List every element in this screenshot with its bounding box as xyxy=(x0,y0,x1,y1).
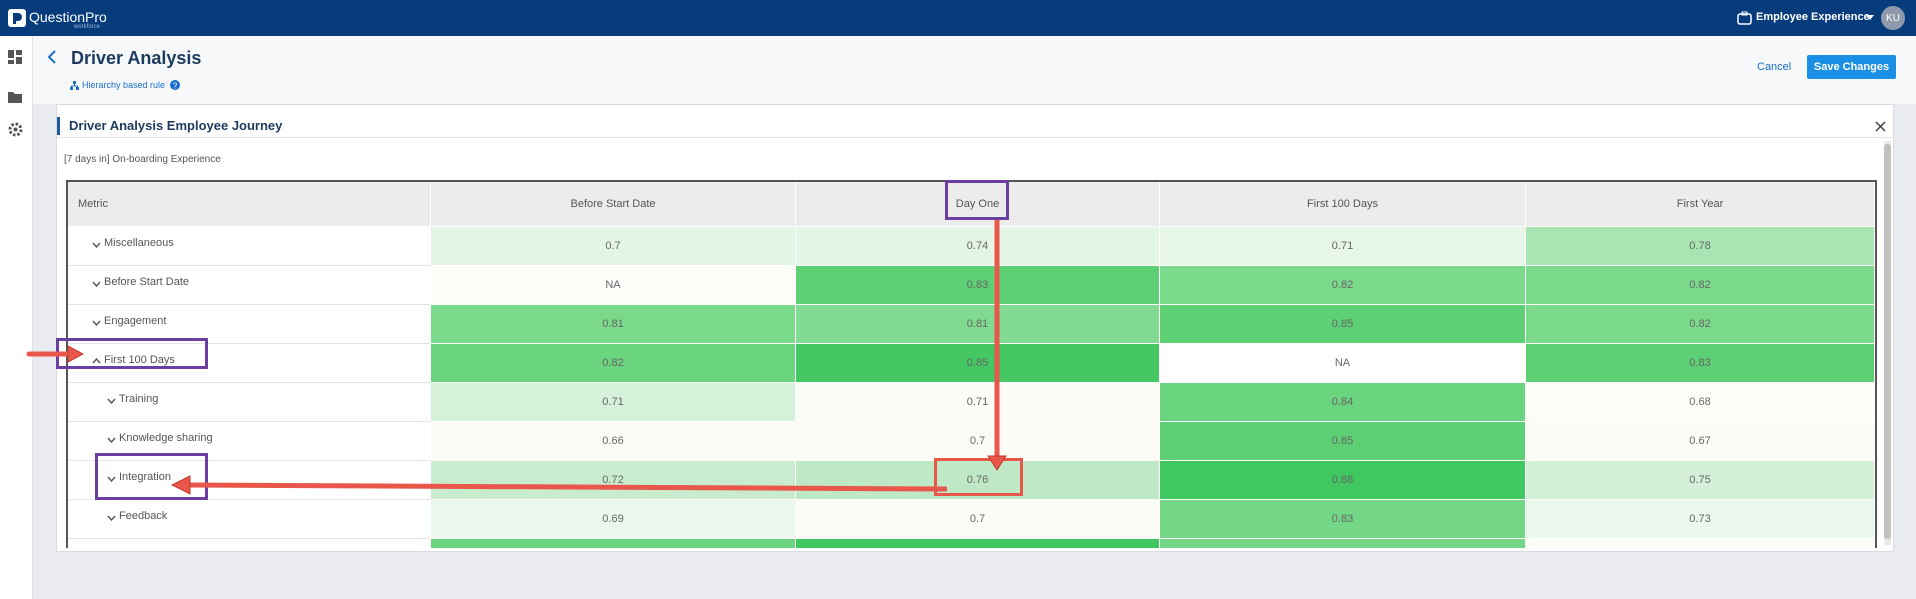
value-cell xyxy=(431,539,796,548)
metric-cell: First 100 Days xyxy=(68,344,431,383)
settings-icon[interactable] xyxy=(8,122,23,137)
value-cell: 0.7 xyxy=(796,500,1160,539)
metric-cell: Training xyxy=(68,383,431,422)
value-cell: 0.84 xyxy=(1160,383,1526,422)
metric-label: Engagement xyxy=(104,315,167,327)
title-accent xyxy=(57,117,60,135)
value-cell: 0.68 xyxy=(1526,383,1875,422)
value-cell: 0.71 xyxy=(431,383,796,422)
metric-cell xyxy=(68,539,431,548)
page-title: Driver Analysis xyxy=(71,48,202,68)
value-cell: 0.83 xyxy=(796,266,1160,305)
value-cell: 0.67 xyxy=(1526,422,1875,461)
column-header: First 100 Days xyxy=(1160,182,1526,226)
annotation-box xyxy=(95,453,208,500)
help-icon[interactable]: ? xyxy=(170,80,180,90)
metric-cell: Engagement xyxy=(68,305,431,344)
cancel-button[interactable]: Cancel xyxy=(1757,61,1792,73)
expand-toggle[interactable] xyxy=(107,476,116,482)
value-cell xyxy=(1160,539,1526,548)
metric-label: Miscellaneous xyxy=(104,237,174,249)
page-header: Driver Analysis Hierarchy based rule ? C… xyxy=(33,36,1916,104)
user-avatar[interactable]: KU xyxy=(1881,6,1905,30)
value-cell: 0.82 xyxy=(431,344,796,383)
value-cell: 0.74 xyxy=(796,227,1160,266)
svg-text:?: ? xyxy=(173,82,178,91)
metric-label: Feedback xyxy=(119,510,168,522)
value-cell: 0.69 xyxy=(431,500,796,539)
metric-cell: Integration xyxy=(68,461,431,500)
metric-label: Training xyxy=(119,393,159,405)
value-cell: 0.72 xyxy=(431,461,796,500)
save-button[interactable]: Save Changes xyxy=(1807,55,1896,79)
panel-title: Driver Analysis Employee Journey xyxy=(69,118,283,133)
annotation-box xyxy=(945,180,1009,220)
value-cell: 0.82 xyxy=(1160,266,1526,305)
value-cell: 0.71 xyxy=(1160,227,1526,266)
value-cell: 0.85 xyxy=(1160,422,1526,461)
top-bar: QuestionPro workforce Employee Experienc… xyxy=(0,0,1916,36)
metric-cell: Before Start Date xyxy=(68,266,431,305)
dropdown-caret xyxy=(1866,15,1874,20)
value-cell: NA xyxy=(1160,344,1526,383)
column-header: Metric xyxy=(68,182,431,226)
metric-cell: Feedback xyxy=(68,500,431,539)
expand-toggle[interactable] xyxy=(92,281,101,287)
value-cell: 0.66 xyxy=(431,422,796,461)
expand-toggle[interactable] xyxy=(92,242,101,248)
value-cell: 0.75 xyxy=(1526,461,1875,500)
metric-label: Knowledge sharing xyxy=(119,432,213,444)
product-switcher[interactable]: Employee Experience xyxy=(1756,11,1870,23)
expand-toggle[interactable] xyxy=(107,515,116,521)
value-cell xyxy=(796,539,1160,548)
expand-toggle[interactable] xyxy=(92,358,101,364)
product-icon xyxy=(1737,11,1752,25)
value-cell: 0.7 xyxy=(431,227,796,266)
column-header: First Year xyxy=(1526,182,1875,226)
dashboard-icon[interactable] xyxy=(8,50,23,65)
value-cell: NA xyxy=(431,266,796,305)
expand-toggle[interactable] xyxy=(92,320,101,326)
value-cell: 0.85 xyxy=(796,344,1160,383)
hierarchy-icon xyxy=(70,81,79,90)
sidebar xyxy=(0,36,33,599)
annotation-box xyxy=(56,338,208,369)
metric-label: Integration xyxy=(119,471,171,483)
value-cell xyxy=(1526,539,1875,548)
back-button[interactable] xyxy=(47,50,57,64)
value-cell: 0.85 xyxy=(1160,305,1526,344)
panel-subtitle: [7 days in] On-boarding Experience xyxy=(64,154,221,165)
expand-toggle[interactable] xyxy=(107,437,116,443)
metric-label: First 100 Days xyxy=(104,354,175,366)
value-cell: 0.73 xyxy=(1526,500,1875,539)
value-cell: 0.88 xyxy=(1160,461,1526,500)
scrollbar-thumb[interactable] xyxy=(1884,144,1891,539)
logo-icon xyxy=(8,9,26,27)
value-cell: 0.82 xyxy=(1526,266,1875,305)
metric-cell: Miscellaneous xyxy=(68,227,431,266)
value-cell: 0.7 xyxy=(796,422,1160,461)
logo-text: QuestionPro xyxy=(29,9,107,25)
value-cell: 0.83 xyxy=(1526,344,1875,383)
value-cell: 0.81 xyxy=(796,305,1160,344)
annotation-box xyxy=(934,458,1023,496)
driver-table: Metric Before Start Date Day One First 100 … xyxy=(66,180,1877,548)
divider xyxy=(57,137,1893,138)
metric-label: Before Start Date xyxy=(104,276,189,288)
folder-icon[interactable] xyxy=(8,91,23,104)
value-cell: 0.82 xyxy=(1526,305,1875,344)
close-button[interactable] xyxy=(1875,121,1886,132)
value-cell: 0.71 xyxy=(796,383,1160,422)
expand-toggle[interactable] xyxy=(107,398,116,404)
panel: Driver Analysis Employee Journey [7 days… xyxy=(56,104,1894,552)
value-cell: 0.78 xyxy=(1526,227,1875,266)
value-cell: 0.81 xyxy=(431,305,796,344)
hierarchy-rule-link[interactable]: Hierarchy based rule xyxy=(82,80,166,90)
scrollbar-track xyxy=(1884,141,1891,545)
logo-sub: workforce xyxy=(74,24,101,30)
value-cell: 0.83 xyxy=(1160,500,1526,539)
column-header: Before Start Date xyxy=(431,182,796,226)
